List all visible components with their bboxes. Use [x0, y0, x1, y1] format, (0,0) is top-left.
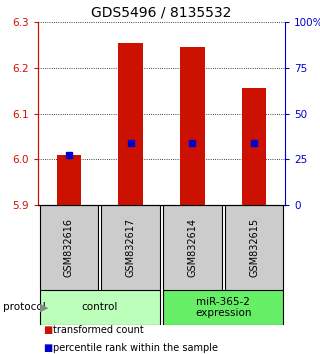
Bar [118, 42, 143, 205]
Bar [40, 290, 160, 325]
Text: GSM832617: GSM832617 [126, 218, 136, 277]
Bar [40, 205, 98, 290]
Text: transformed count: transformed count [53, 325, 144, 335]
Text: GSM832615: GSM832615 [249, 218, 259, 277]
Bar [180, 47, 205, 205]
Text: control: control [82, 303, 118, 313]
Bar [242, 88, 267, 205]
Text: protocol: protocol [3, 303, 46, 313]
Text: miR-365-2
expression: miR-365-2 expression [195, 297, 252, 318]
Title: GDS5496 / 8135532: GDS5496 / 8135532 [91, 5, 232, 19]
Bar [225, 205, 284, 290]
Bar [101, 205, 160, 290]
Text: ■: ■ [43, 325, 52, 335]
Bar [57, 155, 81, 205]
Text: GSM832614: GSM832614 [188, 218, 197, 277]
Text: ▶: ▶ [40, 303, 49, 313]
Text: percentile rank within the sample: percentile rank within the sample [53, 343, 218, 353]
Bar [163, 290, 284, 325]
Bar [163, 205, 222, 290]
Text: GSM832616: GSM832616 [64, 218, 74, 277]
Text: ■: ■ [43, 343, 52, 353]
